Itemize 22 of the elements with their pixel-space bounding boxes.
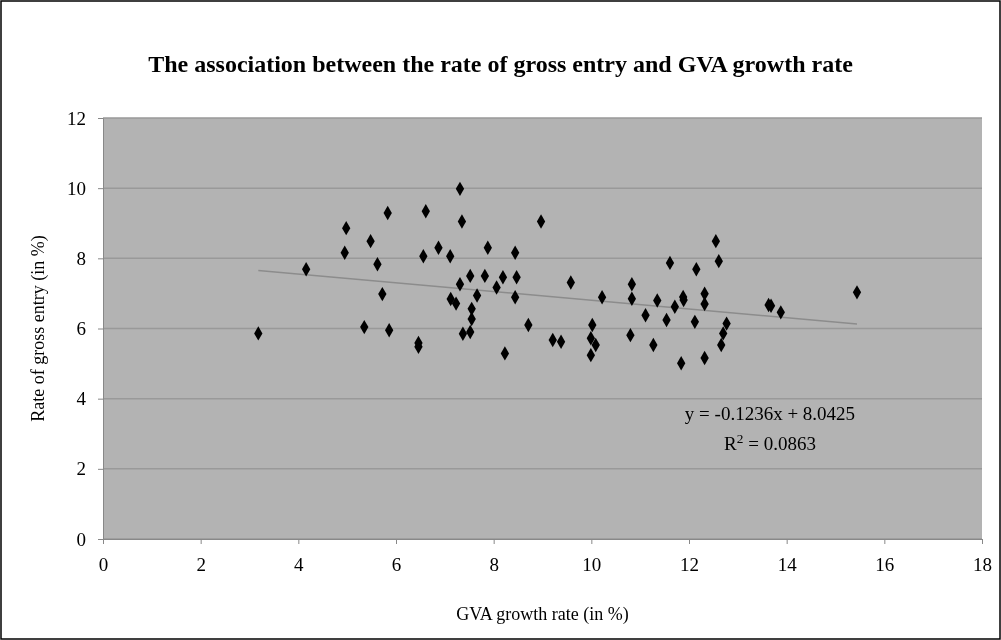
x-tick-label: 14	[777, 554, 798, 576]
x-tick-label: 12	[680, 554, 699, 576]
annotation: y = -0.1236x + 8.0425	[684, 403, 856, 424]
y-axis-title: Rate of gross entry (in %)	[28, 235, 49, 422]
chart-title: The association between the rate of gross entry and GVA growth rate	[148, 51, 854, 77]
y-tick-label: 6	[76, 318, 86, 340]
x-tick-label: 6	[391, 554, 402, 576]
x-axis-title: GVA growth rate (in %)	[456, 604, 629, 625]
x-tick-label: 18	[973, 554, 992, 576]
y-tick-label: 4	[76, 388, 87, 410]
y-tick-label: 12	[67, 107, 86, 129]
x-tick-label: 4	[294, 554, 305, 576]
annotation: R$^{2}$ = 0.0863	[724, 430, 816, 454]
x-tick-label: 10	[582, 554, 602, 576]
x-tick-label: 0	[98, 554, 109, 576]
x-tick-label: 8	[489, 554, 499, 576]
x-tick-label: 2	[196, 554, 206, 576]
y-tick-label: 10	[67, 177, 86, 199]
y-tick-label: 8	[76, 247, 86, 269]
y-tick-label: 0	[76, 528, 86, 550]
x-tick-label: 16	[875, 554, 895, 576]
y-tick-label: 2	[76, 458, 86, 480]
